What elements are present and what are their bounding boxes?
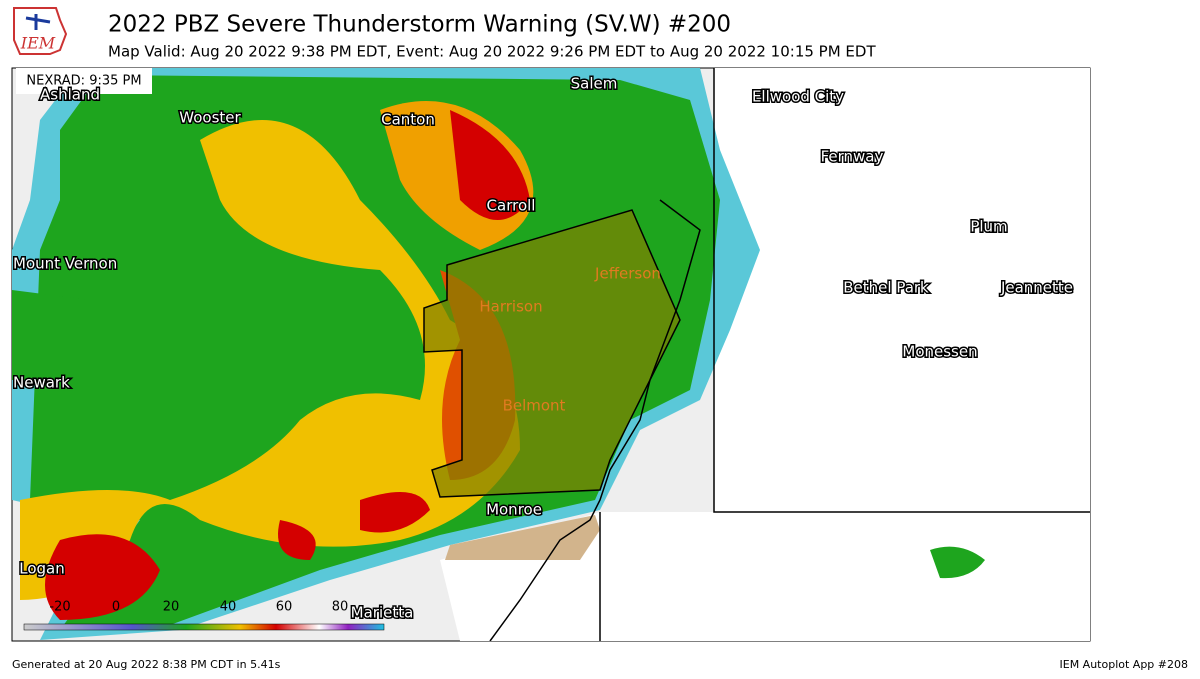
city-label: Salem — [571, 75, 618, 93]
colorbar-label: 20 — [163, 600, 180, 615]
city-label: Jeannette — [1000, 279, 1073, 297]
city-label: Ellwood City — [752, 88, 844, 106]
footer-left: Generated at 20 Aug 2022 8:38 PM CDT in … — [12, 658, 281, 671]
city-label: Fernway — [821, 148, 884, 166]
map: NEXRAD: 9:35 PM Ashland Wooster Canton S… — [11, 67, 1091, 642]
city-label: Logan — [19, 560, 65, 578]
city-label: Monroe — [486, 501, 542, 519]
county-label: Jefferson — [594, 265, 661, 283]
colorbar-label: 40 — [220, 600, 237, 615]
subtitle: Map Valid: Aug 20 2022 9:38 PM EDT, Even… — [108, 43, 876, 61]
county-label: Belmont — [503, 397, 566, 415]
title: 2022 PBZ Severe Thunderstorm Warning (SV… — [108, 12, 731, 38]
city-label: Marietta — [351, 604, 414, 622]
logo-text: IEM — [20, 34, 56, 53]
city-label: Monessen — [902, 343, 977, 361]
logo: IEM — [13, 7, 68, 55]
colorbar-label: 60 — [276, 600, 293, 615]
city-label: Canton — [381, 111, 435, 129]
city-label: Bethel Park — [843, 279, 929, 297]
colorbar-label: 80 — [332, 600, 349, 615]
colorbar-label: -20 — [49, 600, 70, 615]
radar-time: NEXRAD: 9:35 PM — [26, 74, 141, 89]
radar-yellow — [20, 120, 520, 600]
city-label: Ashland — [40, 86, 100, 104]
county-label: Harrison — [479, 298, 542, 316]
footer-right: IEM Autoplot App #208 — [1060, 658, 1189, 671]
city-label: Carroll — [487, 197, 536, 215]
colorbar-label: 0 — [112, 600, 120, 615]
city-label: Mount Vernon — [13, 255, 117, 273]
city-label: Plum — [970, 218, 1007, 236]
city-label: Wooster — [179, 109, 241, 127]
city-label: Newark — [13, 374, 70, 392]
warning-polygon — [423, 209, 681, 498]
colorbar: -20 0 20 40 60 80 — [23, 600, 385, 631]
